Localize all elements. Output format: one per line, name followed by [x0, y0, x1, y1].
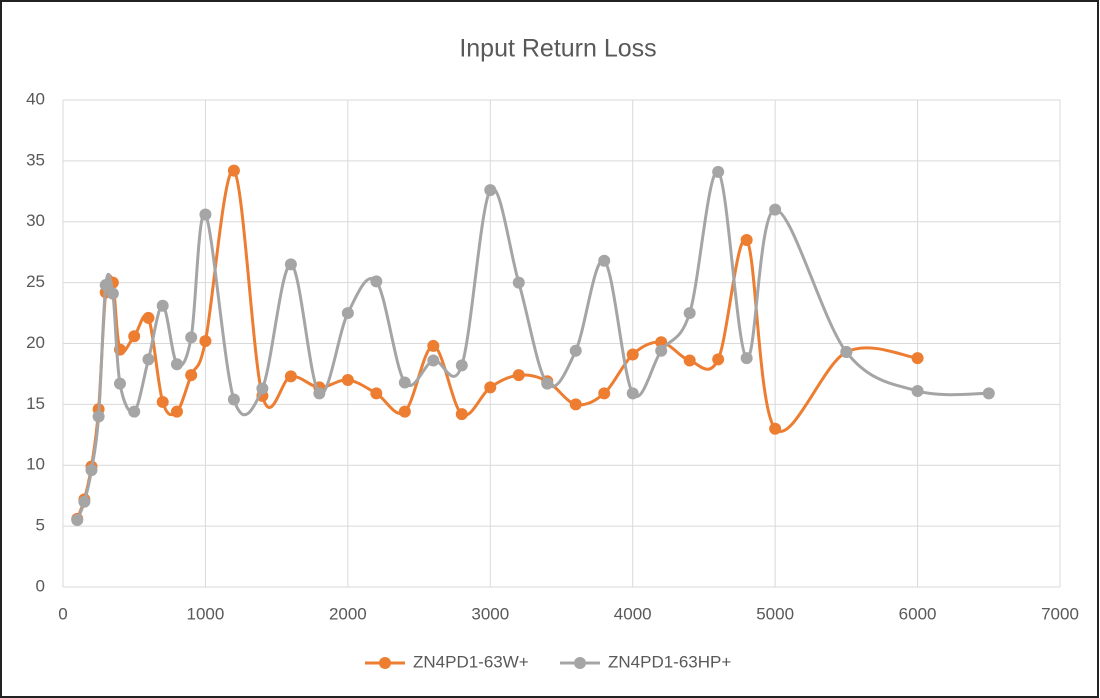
- data-point: [370, 275, 383, 288]
- legend-marker: [379, 657, 391, 669]
- data-point: [170, 358, 183, 371]
- x-tick-label: 6000: [899, 604, 937, 623]
- x-tick-label: 7000: [1041, 604, 1079, 623]
- data-point: [128, 405, 141, 418]
- data-point: [911, 352, 924, 365]
- x-tick-label: 1000: [187, 604, 225, 623]
- data-point: [569, 344, 582, 357]
- legend-label: ZN4PD1-63W+: [413, 652, 529, 671]
- y-tick-label: 20: [26, 333, 45, 352]
- x-tick-label: 2000: [329, 604, 367, 623]
- data-point: [284, 258, 297, 271]
- data-point: [712, 353, 725, 366]
- data-point: [199, 335, 212, 348]
- data-point: [142, 353, 155, 366]
- data-point: [156, 395, 169, 408]
- data-point: [655, 344, 668, 357]
- data-point: [227, 393, 240, 406]
- x-tick-label: 3000: [471, 604, 509, 623]
- data-point: [712, 165, 725, 178]
- data-point: [256, 382, 269, 395]
- data-point: [85, 464, 98, 477]
- data-point: [569, 398, 582, 411]
- data-point: [769, 203, 782, 216]
- data-point: [284, 370, 297, 383]
- data-point: [398, 405, 411, 418]
- legend-marker: [574, 657, 586, 669]
- data-point: [740, 352, 753, 365]
- x-tick-label: 0: [58, 604, 67, 623]
- data-point: [683, 307, 696, 320]
- data-point: [99, 279, 112, 292]
- legend-label: ZN4PD1-63HP+: [608, 652, 731, 671]
- data-point: [541, 377, 554, 390]
- x-tick-label: 4000: [614, 604, 652, 623]
- y-tick-label: 5: [36, 516, 45, 535]
- data-point: [455, 359, 468, 372]
- data-point: [341, 307, 354, 320]
- data-point: [427, 339, 440, 352]
- data-point: [455, 408, 468, 421]
- data-point: [92, 410, 105, 423]
- data-point: [740, 234, 753, 247]
- data-point: [185, 331, 198, 344]
- data-point: [156, 299, 169, 312]
- data-point: [512, 276, 525, 289]
- data-point: [427, 354, 440, 367]
- data-point: [113, 377, 126, 390]
- chart-title: Input Return Loss: [459, 35, 656, 63]
- y-tick-label: 25: [26, 272, 45, 291]
- data-point: [341, 374, 354, 387]
- data-point: [170, 405, 183, 418]
- data-point: [769, 422, 782, 435]
- data-point: [484, 184, 497, 197]
- data-point: [185, 369, 198, 382]
- y-tick-label: 0: [36, 576, 45, 595]
- y-tick-label: 15: [26, 394, 45, 413]
- y-tick-label: 40: [26, 89, 45, 108]
- data-point: [227, 164, 240, 177]
- data-point: [398, 376, 411, 389]
- data-point: [512, 369, 525, 382]
- data-point: [982, 387, 995, 400]
- data-point: [128, 330, 141, 343]
- data-point: [683, 354, 696, 367]
- x-tick-label: 5000: [756, 604, 794, 623]
- data-point: [598, 387, 611, 400]
- data-point: [71, 514, 84, 527]
- data-point: [626, 348, 639, 361]
- data-point: [911, 384, 924, 397]
- data-point: [78, 495, 91, 508]
- y-tick-label: 35: [26, 150, 45, 169]
- data-point: [484, 381, 497, 394]
- data-point: [142, 311, 155, 324]
- y-tick-label: 30: [26, 211, 45, 230]
- data-point: [840, 346, 853, 359]
- data-point: [313, 387, 326, 400]
- data-point: [370, 387, 383, 400]
- data-point: [598, 254, 611, 267]
- data-point: [626, 387, 639, 400]
- data-point: [106, 287, 119, 300]
- y-tick-label: 10: [26, 455, 45, 474]
- data-point: [199, 208, 212, 221]
